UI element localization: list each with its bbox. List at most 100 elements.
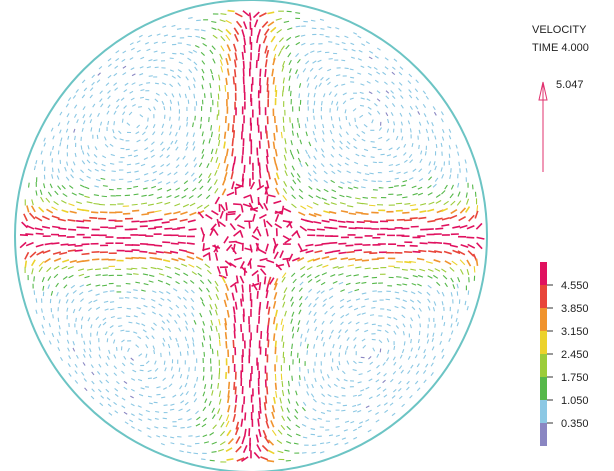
velocity-vector <box>135 162 140 165</box>
velocity-vector <box>154 98 159 103</box>
velocity-vector <box>331 100 334 105</box>
velocity-vector <box>411 282 417 286</box>
velocity-vector <box>123 411 128 415</box>
velocity-vector <box>110 332 114 337</box>
velocity-vector <box>143 283 149 286</box>
velocity-vector <box>223 155 227 164</box>
velocity-vector <box>418 129 421 134</box>
velocity-vector <box>151 141 155 145</box>
velocity-vector <box>177 241 186 244</box>
velocity-vector <box>133 149 138 152</box>
velocity-vector <box>224 85 227 92</box>
velocity-vector <box>123 355 127 360</box>
velocity-vector <box>186 242 195 245</box>
velocity-vector <box>189 211 197 216</box>
velocity-vector <box>426 339 430 344</box>
velocity-vector <box>267 306 271 315</box>
velocity-vector <box>183 180 189 185</box>
velocity-vector <box>188 16 193 19</box>
velocity-vector <box>130 97 135 101</box>
velocity-vector <box>274 148 278 157</box>
velocity-vector <box>161 100 165 105</box>
velocity-vector <box>298 194 304 200</box>
velocity-vector <box>440 111 444 116</box>
velocity-vector <box>229 223 236 231</box>
velocity-vector <box>161 326 165 331</box>
velocity-vector <box>138 413 143 416</box>
velocity-vector <box>359 114 364 119</box>
velocity-vector <box>362 179 368 182</box>
velocity-vector <box>76 329 78 335</box>
velocity-vector <box>313 220 322 225</box>
velocity-vector <box>418 249 427 253</box>
velocity-vector <box>234 12 243 18</box>
velocity-vector <box>177 82 181 87</box>
velocity-vector <box>265 180 270 189</box>
velocity-vector <box>161 82 167 86</box>
velocity-vector <box>441 354 445 359</box>
velocity-vector <box>265 243 269 252</box>
velocity-vector <box>319 451 325 454</box>
velocity-vector <box>133 331 138 334</box>
velocity-vector <box>339 125 342 130</box>
velocity-vector <box>295 424 301 429</box>
velocity-vector <box>33 276 35 282</box>
velocity-vector <box>176 157 180 161</box>
velocity-vector <box>96 331 99 336</box>
velocity-vector <box>293 442 299 445</box>
velocity-vector <box>170 242 179 245</box>
velocity-vector <box>289 149 293 155</box>
velocity-vector <box>72 161 76 166</box>
velocity-vector <box>391 71 396 76</box>
velocity-vector <box>160 131 164 136</box>
velocity-vector <box>184 320 188 325</box>
velocity-vector <box>113 354 117 359</box>
velocity-vector <box>52 314 54 319</box>
velocity-vector <box>275 172 280 180</box>
velocity-vector <box>433 241 443 244</box>
velocity-vector <box>177 69 182 73</box>
velocity-vector <box>272 243 279 252</box>
velocity-vector <box>312 418 317 421</box>
velocity-vector <box>323 188 329 193</box>
velocity-vector <box>385 112 389 117</box>
velocity-vector <box>393 317 398 321</box>
velocity-vector <box>302 401 307 406</box>
velocity-vector <box>275 263 283 271</box>
velocity-vector <box>352 410 357 413</box>
velocity-vector <box>264 395 268 404</box>
velocity-vector <box>81 252 90 256</box>
colorbar-segment <box>540 331 547 354</box>
velocity-vector <box>163 251 172 255</box>
velocity-vector <box>179 392 184 397</box>
velocity-vector <box>202 375 205 381</box>
velocity-vector <box>163 387 167 390</box>
velocity-vector <box>169 131 172 136</box>
velocity-vector <box>30 259 36 267</box>
velocity-vector <box>339 146 343 150</box>
velocity-vector <box>48 340 52 345</box>
velocity-vector <box>457 151 460 156</box>
velocity-vector <box>182 296 187 301</box>
velocity-vector <box>186 116 189 122</box>
velocity-vector <box>291 154 295 160</box>
velocity-vector <box>308 185 313 190</box>
velocity-vector <box>97 112 100 118</box>
velocity-vector <box>338 185 343 189</box>
velocity-vector <box>218 318 221 326</box>
velocity-vector <box>281 380 284 388</box>
velocity-vector <box>34 216 43 222</box>
velocity-vector <box>466 269 470 276</box>
velocity-vector <box>318 82 322 87</box>
velocity-vector <box>215 325 218 332</box>
velocity-vector <box>414 380 419 385</box>
velocity-vector <box>78 273 85 277</box>
velocity-vector <box>376 364 380 369</box>
velocity-vector <box>316 290 321 294</box>
velocity-vector <box>214 252 219 261</box>
velocity-vector <box>241 155 244 164</box>
velocity-vector <box>338 281 344 285</box>
velocity-vector <box>103 290 108 293</box>
velocity-vector <box>100 103 104 108</box>
velocity-vector <box>329 241 338 245</box>
